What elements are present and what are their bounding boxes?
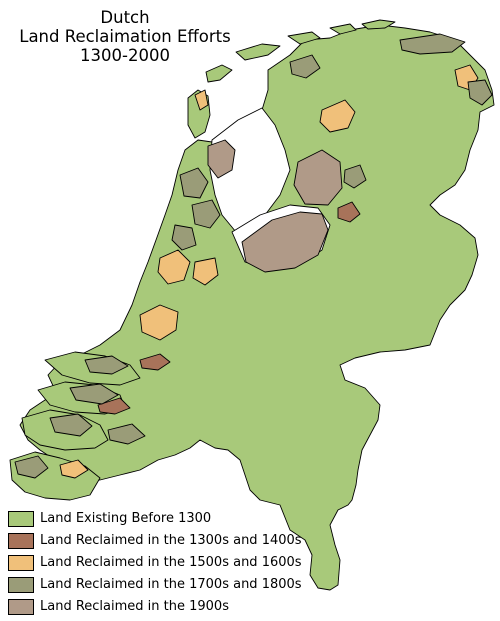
legend-label: Land Reclaimed in the 1700s and 1800s [40, 577, 302, 592]
wadden-island-east [361, 19, 396, 30]
reclaim-1700-delta-5 [107, 423, 146, 445]
wadden-island-vlieland [205, 64, 233, 83]
reclaim-1500-west [192, 257, 219, 286]
reclaim-1700-holland-1 [179, 167, 209, 199]
title-line-3: 1300-2000 [80, 46, 170, 65]
mainland-before-1300 [19, 24, 495, 591]
reclaim-1500-north [319, 99, 356, 133]
reclaim-1700-overijssel [343, 164, 367, 189]
wadden-island-ameland [287, 31, 321, 45]
reclaim-1500-texel [194, 89, 209, 111]
title-line-1: Dutch [100, 8, 150, 27]
reclaim-1700-delta-2 [49, 413, 93, 437]
wadden-island-schiermonnikoog [329, 23, 357, 35]
map-title: Dutch Land Reclaimation Efforts 1300-200… [0, 8, 250, 65]
legend-label: Land Reclaimed in the 1300s and 1400s [40, 533, 302, 548]
reclaim-1700-delta-4 [84, 355, 129, 375]
reclaim-1500-haarlemmermeer [139, 304, 179, 341]
wadden-island-terschelling [235, 43, 281, 61]
reclaim-1700-north-coast-2 [399, 33, 466, 55]
reclaim-1300-a [337, 201, 361, 223]
polder-flevoland [241, 211, 329, 273]
reclaim-1700-delta-3 [69, 383, 119, 405]
legend-swatch [8, 577, 34, 593]
reclaim-1700-north-coast [289, 54, 321, 79]
legend-swatch [8, 555, 34, 571]
polder-wieringermeer [207, 139, 236, 179]
ijsselmeer-water [209, 107, 291, 233]
reclaim-1300-c [97, 397, 131, 415]
polder-noordoost [293, 149, 343, 206]
legend-swatch [8, 533, 34, 549]
legend-label: Land Reclaimed in the 1900s [40, 599, 229, 614]
reclaim-1700-delta-1 [14, 455, 49, 479]
reclaim-1700-holland-3 [171, 224, 197, 251]
legend-label: Land Existing Before 1300 [40, 511, 212, 526]
reclaim-1700-holland-2 [191, 199, 221, 229]
legend-label: Land Reclaimed in the 1500s and 1600s [40, 555, 302, 570]
legend-swatch [8, 599, 34, 615]
title-line-2: Land Reclaimation Efforts [19, 27, 231, 46]
reclaim-1500-beemster [157, 249, 191, 285]
reclaim-1500-south [59, 459, 89, 479]
reclaim-1700-northeast [467, 79, 493, 106]
reclaim-1300-b [139, 353, 171, 371]
legend-swatch [8, 511, 34, 527]
